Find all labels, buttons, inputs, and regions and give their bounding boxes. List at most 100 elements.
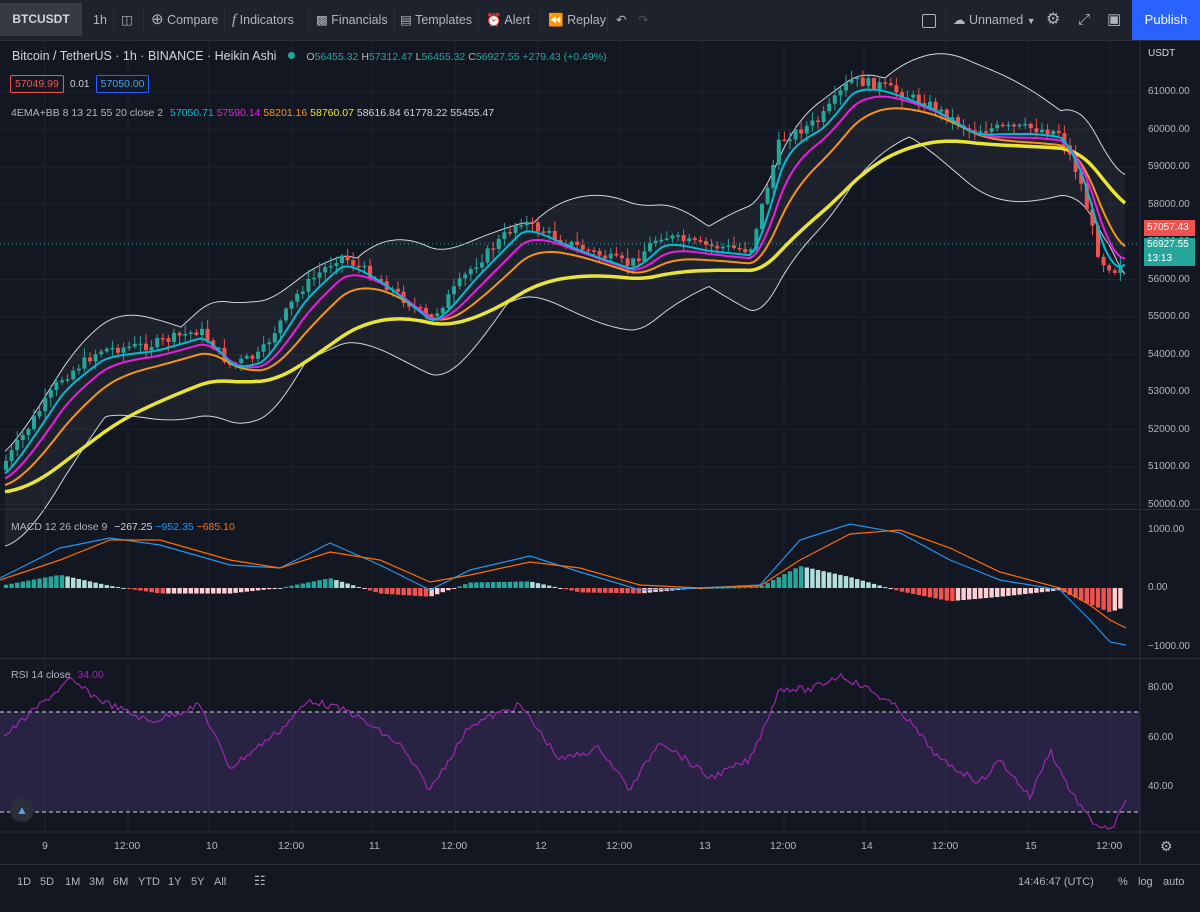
goto-date-button[interactable]: ☷ xyxy=(254,873,266,889)
gear-icon: ⚙ xyxy=(1160,838,1173,854)
symbol-legend: Bitcoin / TetherUS · 1h · BINANCE · Heik… xyxy=(12,49,607,63)
candle-body xyxy=(653,240,658,244)
clock-display[interactable]: 14:46:47 (UTC) xyxy=(1018,876,1094,888)
undo-button[interactable]: ↶ xyxy=(616,0,626,40)
candle-body xyxy=(317,272,322,278)
fullscreen-button[interactable]: ⤢ xyxy=(1078,0,1090,40)
replay-button[interactable]: ⏪ Replay xyxy=(548,0,606,40)
price-axis-label: 61000.00 xyxy=(1148,86,1190,97)
chart-settings-button[interactable]: ⚙ xyxy=(1160,838,1173,855)
range-button-5y[interactable]: 5Y xyxy=(191,876,205,888)
price-axis-label: 60000.00 xyxy=(1148,123,1190,135)
financials-button[interactable]: ▩ Financials xyxy=(316,0,388,40)
range-button-1d[interactable]: 1D xyxy=(17,876,32,888)
macd-histogram-bar xyxy=(967,588,972,600)
pane-separator[interactable] xyxy=(0,658,1200,659)
candle-body xyxy=(37,411,42,417)
indicators-button[interactable]: f Indicators xyxy=(232,0,294,40)
candle-body xyxy=(1023,123,1028,126)
candle-body xyxy=(748,249,753,253)
range-button-1m[interactable]: 1M xyxy=(65,876,81,888)
macd-histogram-bar xyxy=(1000,588,1005,597)
buy-button[interactable]: 57050.00 xyxy=(95,75,150,93)
rsi-axis-label: 80.00 xyxy=(1148,682,1174,693)
ema-21-value: 58201.16 xyxy=(263,107,308,119)
top-toolbar: BTCUSDT 1h ◫ ⊕ Compare f Indicators ▩ Fi… xyxy=(0,0,1200,41)
macd-histogram-bar xyxy=(166,588,171,594)
macd-histogram-bar xyxy=(888,588,893,589)
macd-histogram-bar xyxy=(899,588,905,592)
range-button-3m[interactable]: 3M xyxy=(89,876,105,888)
candle-body xyxy=(866,78,871,86)
macd-legend[interactable]: MACD 12 26 close 9 −267.25 −952.35 −685.… xyxy=(11,521,235,533)
macd-histogram-bar xyxy=(267,588,272,590)
candle-body xyxy=(1000,124,1005,127)
macd-histogram-bar xyxy=(1006,588,1011,596)
redo-button[interactable]: ↷ xyxy=(638,0,648,40)
layout-name-button[interactable]: ☁ Unnamed ▼ xyxy=(953,0,1036,40)
range-button-5d[interactable]: 5D xyxy=(40,876,55,888)
tradingview-logo-icon[interactable]: ▲ xyxy=(10,798,34,822)
candle-body xyxy=(300,291,305,294)
rewind-icon: ⏪ xyxy=(548,13,564,27)
candle-body xyxy=(793,129,798,140)
macd-histogram-bar xyxy=(1067,588,1073,595)
macd-histogram-bar xyxy=(9,583,14,588)
publish-button[interactable]: Publish xyxy=(1132,0,1200,40)
macd-histogram-bar xyxy=(765,582,770,588)
rsi-legend[interactable]: RSI 14 close 34.00 xyxy=(11,669,104,681)
candle-body xyxy=(894,85,899,93)
macd-histogram-bar xyxy=(328,578,333,588)
bollinger-lower-line xyxy=(4,136,1126,547)
market-status-dot xyxy=(287,52,295,59)
candle-body xyxy=(295,293,300,302)
interval-button[interactable]: 1h xyxy=(93,13,107,27)
camera-icon: ▣ xyxy=(1107,11,1122,28)
macd-histogram-bar xyxy=(429,588,434,597)
candle-body xyxy=(54,382,59,391)
candle-body xyxy=(76,368,81,371)
macd-histogram-bar xyxy=(558,588,563,589)
macd-histogram-bar xyxy=(1118,588,1123,609)
macd-histogram-bar xyxy=(155,588,160,594)
macd-histogram-bar xyxy=(395,588,401,595)
range-button-1y[interactable]: 1Y xyxy=(168,876,182,888)
templates-button[interactable]: ▤ Templates xyxy=(400,0,472,40)
trade-buttons: 57049.99 0.01 57050.00 xyxy=(10,75,150,93)
chart-type-button[interactable]: ◫ xyxy=(121,0,133,40)
range-button-6m[interactable]: 6M xyxy=(113,876,129,888)
candle-body xyxy=(474,267,479,270)
ema-bb-legend[interactable]: 4EMA+BB 8 13 21 55 20 close 2 57050.71 5… xyxy=(11,107,494,119)
auto-scale-toggle[interactable]: auto xyxy=(1163,876,1185,888)
macd-histogram-bar xyxy=(855,579,860,588)
candle-body xyxy=(860,77,865,86)
time-axis-label: 12:00 xyxy=(1096,840,1123,852)
macd-histogram-bar xyxy=(485,582,490,588)
macd-histogram-bar xyxy=(127,588,132,589)
symbol-search-button[interactable]: BTCUSDT xyxy=(0,3,82,36)
log-scale-toggle[interactable]: log xyxy=(1138,876,1153,888)
macd-histogram-bar xyxy=(743,587,748,589)
snapshot-button[interactable]: ▣ xyxy=(1107,0,1121,40)
settings-button[interactable]: ⚙ xyxy=(1046,0,1060,40)
candle-body xyxy=(872,78,876,89)
chevron-down-icon: ▼ xyxy=(1026,16,1036,26)
macd-histogram-bar xyxy=(227,588,233,594)
macd-histogram-bar xyxy=(631,588,636,594)
pane-separator[interactable] xyxy=(0,509,1200,510)
candle-body xyxy=(396,288,400,292)
select-layout-button[interactable] xyxy=(922,0,936,40)
price-axis-currency: USDT xyxy=(1148,48,1176,59)
macd-histogram-bar xyxy=(440,588,445,593)
sell-button[interactable]: 57049.99 xyxy=(10,75,64,93)
alert-button[interactable]: ⏰ Alert xyxy=(486,0,530,40)
macd-histogram-bar xyxy=(530,581,535,588)
price-axis-label: 50000.00 xyxy=(1148,498,1190,510)
range-button-all[interactable]: All xyxy=(214,876,227,888)
percent-scale-toggle[interactable]: % xyxy=(1118,876,1128,888)
compare-button[interactable]: ⊕ Compare xyxy=(151,0,218,40)
range-button-ytd[interactable]: YTD xyxy=(138,876,160,888)
macd-histogram-bar xyxy=(311,581,317,588)
macd-histogram-bar xyxy=(787,571,793,588)
